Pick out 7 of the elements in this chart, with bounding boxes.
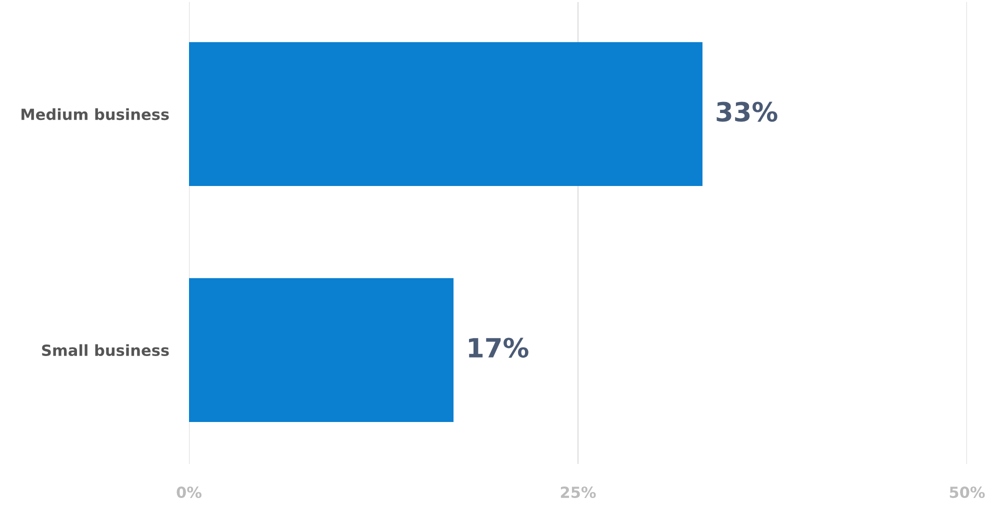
x-tick-label: 0%	[176, 486, 202, 498]
y-tick-label: Medium business	[22, 108, 169, 120]
x-tick-label: 25%	[560, 486, 596, 498]
y-tick-label: Small business	[42, 344, 169, 356]
data-label: 17%	[468, 338, 528, 358]
data-label: 33%	[716, 102, 778, 122]
x-tick-label: 50%	[950, 486, 985, 498]
